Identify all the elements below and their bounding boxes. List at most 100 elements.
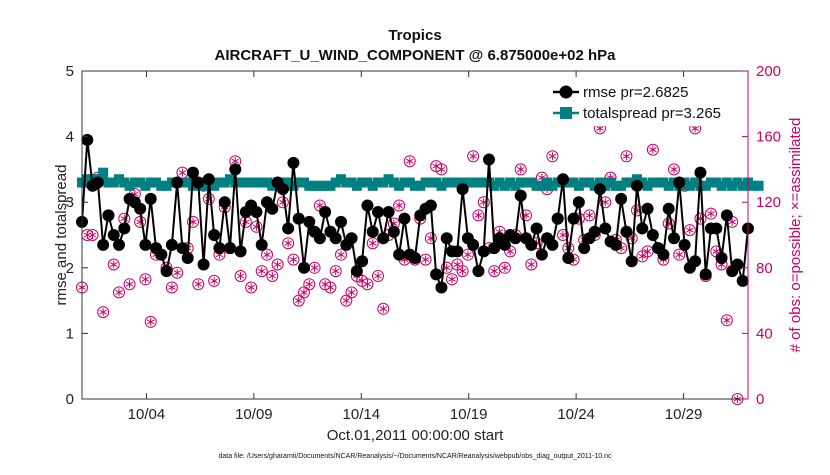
rmse-point xyxy=(102,209,115,222)
spread-point xyxy=(526,177,537,188)
rmse-point xyxy=(498,238,511,251)
rmse-point xyxy=(329,232,342,245)
obs-count-marker xyxy=(498,261,511,274)
spread-point xyxy=(584,177,595,188)
spread-point xyxy=(103,177,114,188)
spread-point xyxy=(399,177,410,188)
spread-point xyxy=(468,177,479,188)
spread-point xyxy=(515,177,526,188)
rmse-point xyxy=(409,251,421,264)
spread-point xyxy=(531,180,542,191)
obs-count-marker xyxy=(329,265,342,278)
spread-point xyxy=(124,180,135,191)
y-left-tick-label: 2 xyxy=(66,260,74,277)
spread-point xyxy=(441,177,452,188)
spread-point xyxy=(156,180,167,191)
rmse-point xyxy=(187,166,199,179)
spread-point xyxy=(489,180,500,191)
rmse-point xyxy=(192,176,205,189)
y-left-tick-label: 3 xyxy=(66,194,74,211)
y-axis-left: 0 1 2 3 4 5 xyxy=(66,63,88,408)
y-right-tick-label: 160 xyxy=(756,129,781,146)
rmse-point xyxy=(107,229,120,241)
obs-count-marker xyxy=(113,286,125,299)
y-left-tick-label: 1 xyxy=(66,325,74,342)
rmse-point xyxy=(350,265,363,278)
rmse-point xyxy=(535,248,548,261)
spread-point xyxy=(605,177,616,188)
series-layer xyxy=(76,122,764,405)
rmse-point xyxy=(477,245,490,258)
legend-spread-label: totalspread pr=3.265 xyxy=(583,105,721,122)
obs-count-marker xyxy=(139,273,152,286)
obs-count-marker xyxy=(583,209,596,222)
rmse-point xyxy=(668,232,680,245)
spread-point xyxy=(404,177,415,188)
y-axis-right-label: # of obs: o=possible; ×=assimilated xyxy=(787,118,804,353)
spread-point xyxy=(462,177,473,188)
rmse-point xyxy=(620,225,633,238)
rmse-point xyxy=(588,225,601,238)
y-left-tick-label: 4 xyxy=(66,129,74,146)
x-axis: 10/04 10/09 10/14 10/19 10/24 10/29 xyxy=(128,71,702,423)
obs-count-marker xyxy=(97,306,110,319)
spread-point xyxy=(536,180,547,191)
y-right-tick-label: 120 xyxy=(756,194,781,211)
rmse-point xyxy=(160,265,173,278)
spread-point xyxy=(484,177,494,188)
rmse-point xyxy=(139,238,152,251)
spread-point xyxy=(737,180,748,191)
rmse-point xyxy=(430,268,443,281)
rmse-point xyxy=(631,179,643,192)
spread-point xyxy=(589,180,600,191)
rmse-point xyxy=(218,196,231,209)
rmse-point xyxy=(171,176,184,189)
spread-point xyxy=(706,177,716,188)
rmse-point xyxy=(530,222,543,235)
legend-rmse-marker xyxy=(559,85,573,99)
obs-count-marker xyxy=(599,196,612,209)
x-tick-label: 10/04 xyxy=(128,406,166,423)
rmse-point xyxy=(276,183,289,196)
spread-point xyxy=(299,177,309,188)
rmse-point xyxy=(250,206,263,219)
rmse-point xyxy=(287,156,300,169)
rmse-point xyxy=(594,183,606,196)
obs-count-marker xyxy=(461,248,474,261)
spread-point xyxy=(309,180,320,191)
rmse-point xyxy=(694,166,707,179)
obs-count-marker xyxy=(620,150,633,163)
obs-count-marker xyxy=(525,258,538,271)
legend-spread-marker xyxy=(560,107,572,119)
y-left-tick-label: 0 xyxy=(66,391,74,408)
rmse-point xyxy=(118,222,131,235)
spread-point xyxy=(256,177,267,188)
rmse-point xyxy=(313,232,326,245)
rmse-point xyxy=(636,222,649,235)
spread-point xyxy=(288,180,299,191)
spread-point xyxy=(235,177,246,188)
obs-count-marker xyxy=(456,265,469,278)
rmse-point xyxy=(557,173,569,186)
obs-count-marker xyxy=(245,281,258,294)
rmse-point xyxy=(572,196,585,209)
rmse-point xyxy=(456,183,469,196)
spread-point xyxy=(616,180,627,191)
spread-point xyxy=(357,177,368,188)
y-axis-left-label: rmse and totalspread xyxy=(53,165,70,306)
spread-point xyxy=(732,177,743,188)
rmse-point xyxy=(319,206,332,219)
spread-point xyxy=(314,180,325,191)
spread-point xyxy=(320,180,331,191)
obs-count-marker xyxy=(144,315,157,328)
obs-count-marker xyxy=(393,199,406,212)
obs-count-marker xyxy=(282,237,295,250)
rmse-point xyxy=(609,238,622,251)
rmse-point xyxy=(213,242,226,255)
spread-point xyxy=(82,174,93,185)
spread-point xyxy=(542,177,553,188)
rmse-point xyxy=(202,173,215,186)
x-tick-label: 10/14 xyxy=(343,406,381,423)
spread-point xyxy=(219,177,230,188)
rmse-point xyxy=(393,248,406,261)
